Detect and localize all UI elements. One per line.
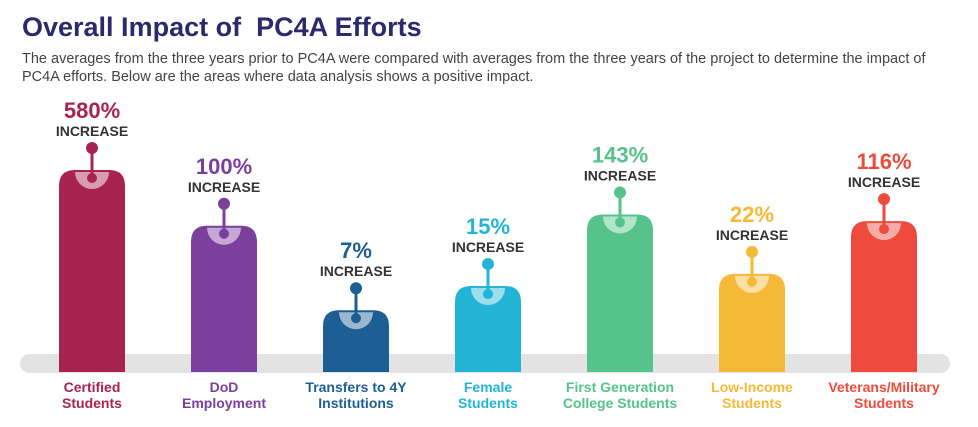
x-tick-label: First Generation: [566, 379, 674, 395]
bar-pin-dot: [87, 173, 97, 183]
bar-pin-dot: [615, 217, 625, 228]
bar: [587, 214, 653, 372]
bar: [191, 225, 257, 372]
x-tick-label: Veterans/Military: [828, 379, 939, 395]
value-note: INCREASE: [56, 123, 128, 139]
x-tick-label: College Students: [563, 395, 678, 411]
value-label: 7%: [340, 238, 372, 263]
bar-pin-head: [86, 142, 98, 154]
bar-pin-head: [482, 258, 494, 271]
chart-title: Overall Impact of PC4A Efforts: [22, 12, 422, 42]
value-label: 22%: [730, 202, 774, 227]
x-tick-label: Low-Income: [711, 379, 793, 395]
bar-pin-dot: [747, 276, 757, 287]
value-note: INCREASE: [188, 179, 260, 195]
bar-pin-dot: [219, 228, 229, 239]
x-tick-label: Employment: [182, 395, 266, 411]
x-tick-label: Students: [458, 395, 518, 411]
x-tick-label: Certified: [64, 379, 121, 395]
value-label: 116%: [856, 149, 911, 174]
bar-pin-head: [218, 197, 230, 210]
value-label: 100%: [196, 154, 252, 179]
value-note: INCREASE: [716, 227, 788, 243]
bar-pin-head: [878, 193, 890, 206]
bar-pin-head: [614, 186, 626, 199]
bar-pin-head: [350, 282, 362, 295]
bar: [851, 221, 917, 372]
bar: [719, 273, 785, 372]
value-note: INCREASE: [848, 174, 920, 190]
value-note: INCREASE: [584, 167, 656, 183]
bar-pin-dot: [351, 313, 361, 324]
bar-pin-dot: [879, 224, 889, 235]
bar: [323, 310, 389, 372]
value-note: INCREASE: [452, 239, 524, 255]
x-tick-label: Transfers to 4Y: [305, 379, 407, 395]
x-tick-label: DoD: [210, 379, 239, 395]
value-label: 580%: [64, 98, 120, 123]
x-tick-label: Institutions: [318, 395, 394, 411]
value-label: 15%: [466, 214, 510, 239]
chart-subtitle: The averages from the three years prior …: [22, 51, 926, 85]
bar: [455, 286, 521, 372]
x-tick-label: Students: [62, 395, 122, 411]
x-tick-label: Female: [464, 379, 512, 395]
value-note: INCREASE: [320, 263, 392, 279]
x-tick-label: Students: [722, 395, 782, 411]
bar-pin-head: [746, 245, 758, 258]
bar-pin-dot: [483, 289, 493, 300]
x-tick-label: Students: [854, 395, 914, 411]
bar: [59, 170, 125, 372]
value-label: 143%: [592, 142, 648, 167]
